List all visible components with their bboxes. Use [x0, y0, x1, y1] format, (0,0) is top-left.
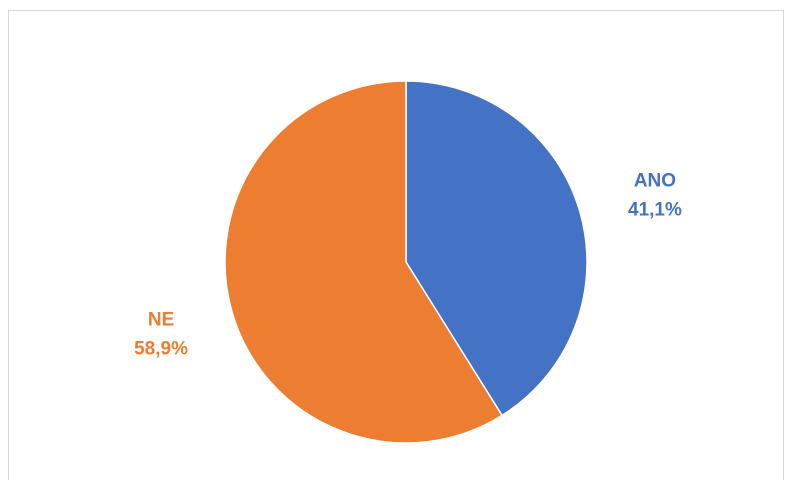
pie-labels: ANO 41,1% NE 58,9%: [134, 171, 682, 360]
pie-slices: [224, 80, 588, 444]
pie-slice-ano: [405, 80, 588, 417]
pie-slice-ne: [224, 80, 504, 444]
slice-label-value: 58,9%: [134, 338, 188, 359]
slice-label-category: NE: [148, 309, 174, 330]
slice-label-category: ANO: [634, 171, 676, 192]
slice-label-value: 41,1%: [628, 200, 682, 221]
